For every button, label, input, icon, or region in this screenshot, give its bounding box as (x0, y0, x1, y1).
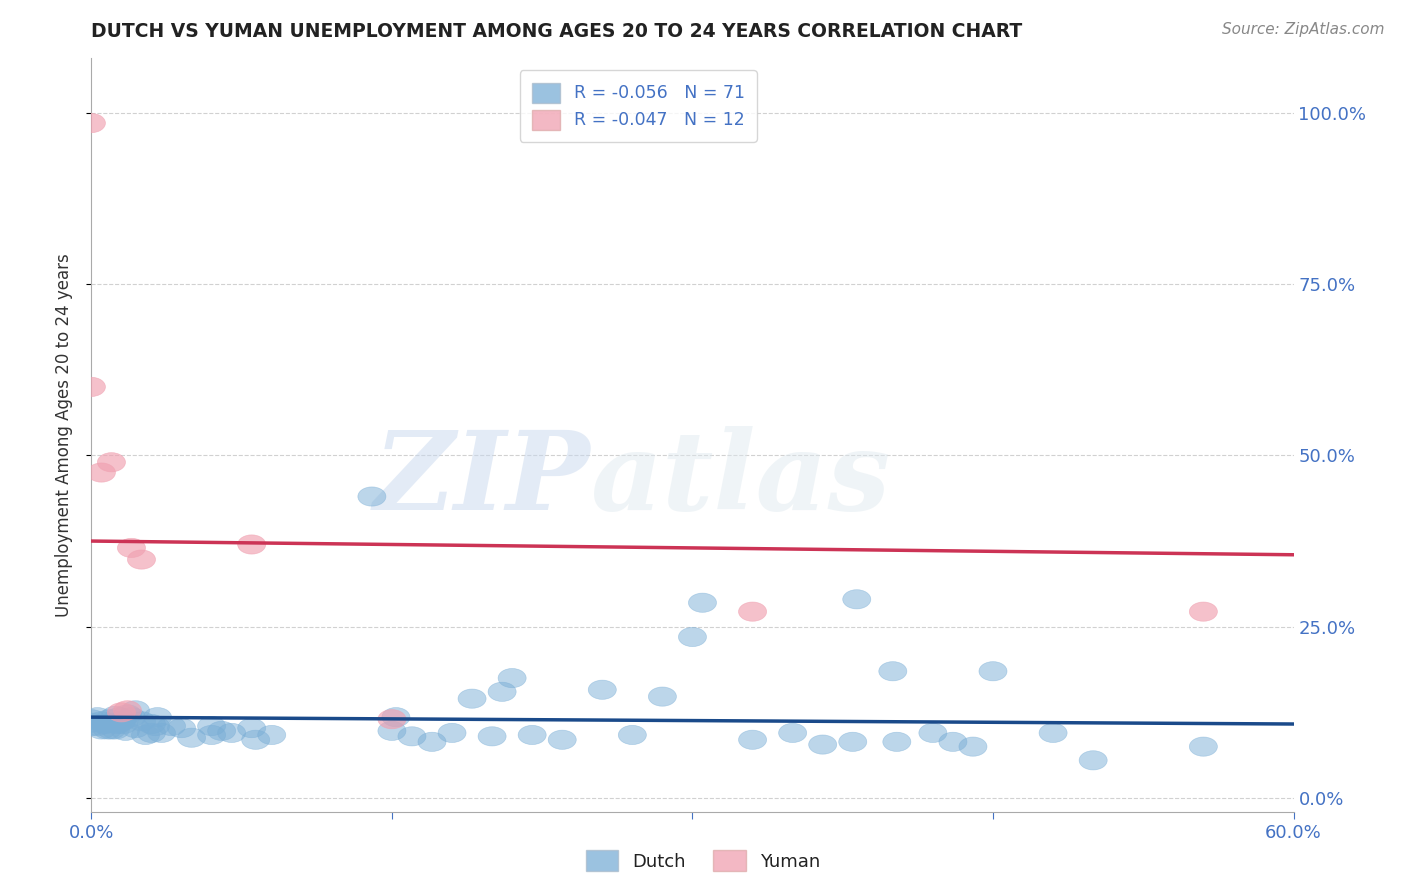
Ellipse shape (138, 714, 166, 733)
Ellipse shape (111, 722, 139, 740)
Ellipse shape (883, 732, 911, 751)
Ellipse shape (238, 535, 266, 554)
Ellipse shape (1189, 737, 1218, 756)
Text: atlas: atlas (591, 426, 890, 533)
Ellipse shape (91, 714, 120, 733)
Legend: R = -0.056   N = 71, R = -0.047   N = 12: R = -0.056 N = 71, R = -0.047 N = 12 (520, 70, 756, 142)
Ellipse shape (83, 707, 111, 727)
Ellipse shape (808, 735, 837, 754)
Ellipse shape (458, 689, 486, 708)
Ellipse shape (77, 377, 105, 396)
Ellipse shape (679, 627, 706, 647)
Ellipse shape (1080, 751, 1107, 770)
Ellipse shape (93, 720, 121, 739)
Ellipse shape (879, 662, 907, 681)
Ellipse shape (242, 731, 270, 749)
Y-axis label: Unemployment Among Ages 20 to 24 years: Unemployment Among Ages 20 to 24 years (55, 253, 73, 616)
Ellipse shape (738, 731, 766, 749)
Text: ZIP: ZIP (374, 426, 591, 533)
Ellipse shape (378, 722, 406, 740)
Ellipse shape (138, 723, 166, 742)
Ellipse shape (96, 710, 124, 729)
Ellipse shape (382, 707, 411, 727)
Ellipse shape (77, 713, 105, 732)
Ellipse shape (87, 720, 115, 739)
Ellipse shape (198, 725, 225, 745)
Ellipse shape (218, 723, 246, 742)
Ellipse shape (121, 719, 149, 738)
Ellipse shape (97, 720, 125, 739)
Ellipse shape (1039, 723, 1067, 742)
Ellipse shape (488, 682, 516, 701)
Ellipse shape (142, 716, 170, 736)
Ellipse shape (104, 714, 132, 733)
Ellipse shape (979, 662, 1007, 681)
Ellipse shape (77, 710, 105, 729)
Ellipse shape (478, 727, 506, 746)
Ellipse shape (238, 719, 266, 738)
Ellipse shape (648, 687, 676, 706)
Ellipse shape (257, 725, 285, 745)
Ellipse shape (107, 703, 135, 722)
Legend: Dutch, Yuman: Dutch, Yuman (578, 843, 828, 879)
Ellipse shape (842, 590, 870, 609)
Ellipse shape (198, 716, 225, 736)
Ellipse shape (83, 716, 111, 736)
Ellipse shape (105, 707, 134, 727)
Ellipse shape (97, 713, 125, 732)
Ellipse shape (689, 593, 717, 612)
Ellipse shape (398, 727, 426, 746)
Ellipse shape (118, 707, 145, 727)
Ellipse shape (110, 714, 138, 733)
Ellipse shape (439, 723, 465, 742)
Ellipse shape (548, 731, 576, 749)
Ellipse shape (498, 668, 526, 688)
Ellipse shape (107, 712, 135, 731)
Ellipse shape (101, 706, 129, 725)
Ellipse shape (97, 452, 125, 472)
Ellipse shape (87, 712, 115, 731)
Ellipse shape (77, 716, 105, 736)
Ellipse shape (101, 720, 129, 739)
Ellipse shape (619, 725, 647, 745)
Ellipse shape (738, 602, 766, 621)
Ellipse shape (208, 722, 236, 740)
Ellipse shape (920, 723, 946, 742)
Ellipse shape (939, 732, 967, 751)
Ellipse shape (128, 712, 156, 731)
Ellipse shape (177, 728, 205, 747)
Ellipse shape (1189, 602, 1218, 621)
Ellipse shape (87, 463, 115, 483)
Ellipse shape (143, 707, 172, 727)
Ellipse shape (779, 723, 807, 742)
Ellipse shape (148, 723, 176, 742)
Ellipse shape (167, 719, 195, 738)
Ellipse shape (959, 737, 987, 756)
Ellipse shape (157, 716, 186, 736)
Ellipse shape (359, 487, 385, 506)
Ellipse shape (77, 113, 105, 133)
Ellipse shape (418, 732, 446, 751)
Ellipse shape (121, 701, 149, 720)
Ellipse shape (588, 681, 616, 699)
Ellipse shape (132, 725, 159, 745)
Ellipse shape (118, 538, 145, 558)
Text: DUTCH VS YUMAN UNEMPLOYMENT AMONG AGES 20 TO 24 YEARS CORRELATION CHART: DUTCH VS YUMAN UNEMPLOYMENT AMONG AGES 2… (91, 22, 1022, 41)
Ellipse shape (114, 701, 142, 720)
Ellipse shape (114, 705, 142, 724)
Text: Source: ZipAtlas.com: Source: ZipAtlas.com (1222, 22, 1385, 37)
Ellipse shape (128, 550, 156, 569)
Ellipse shape (378, 710, 406, 729)
Ellipse shape (519, 725, 546, 745)
Ellipse shape (839, 732, 866, 751)
